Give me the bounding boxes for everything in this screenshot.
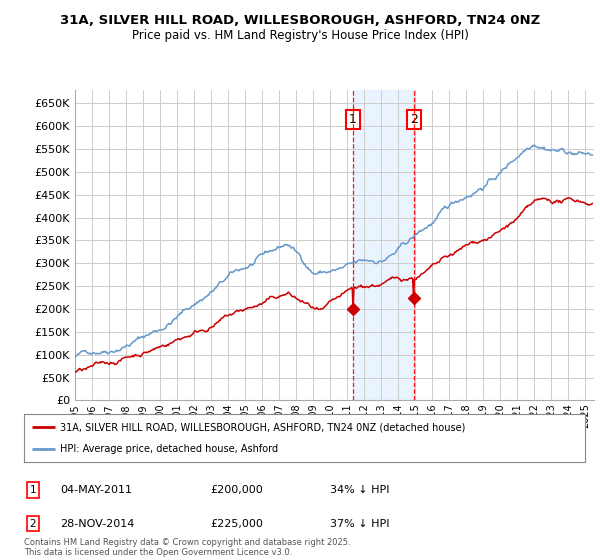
- Text: 31A, SILVER HILL ROAD, WILLESBOROUGH, ASHFORD, TN24 0NZ (detached house): 31A, SILVER HILL ROAD, WILLESBOROUGH, AS…: [61, 422, 466, 432]
- Text: 2: 2: [410, 113, 418, 126]
- Bar: [353, 90, 414, 400]
- Text: Price paid vs. HM Land Registry's House Price Index (HPI): Price paid vs. HM Land Registry's House …: [131, 29, 469, 42]
- Text: £200,000: £200,000: [210, 485, 263, 495]
- Text: HPI: Average price, detached house, Ashford: HPI: Average price, detached house, Ashf…: [61, 444, 278, 454]
- Text: 04-MAY-2011: 04-MAY-2011: [60, 485, 132, 495]
- Text: 2: 2: [29, 519, 37, 529]
- Text: 1: 1: [29, 485, 37, 495]
- Text: 31A, SILVER HILL ROAD, WILLESBOROUGH, ASHFORD, TN24 0NZ: 31A, SILVER HILL ROAD, WILLESBOROUGH, AS…: [60, 14, 540, 27]
- Text: 28-NOV-2014: 28-NOV-2014: [60, 519, 134, 529]
- Text: 34% ↓ HPI: 34% ↓ HPI: [330, 485, 389, 495]
- Text: Contains HM Land Registry data © Crown copyright and database right 2025.
This d: Contains HM Land Registry data © Crown c…: [24, 538, 350, 557]
- Text: 37% ↓ HPI: 37% ↓ HPI: [330, 519, 389, 529]
- Text: £225,000: £225,000: [210, 519, 263, 529]
- Text: 1: 1: [349, 113, 357, 126]
